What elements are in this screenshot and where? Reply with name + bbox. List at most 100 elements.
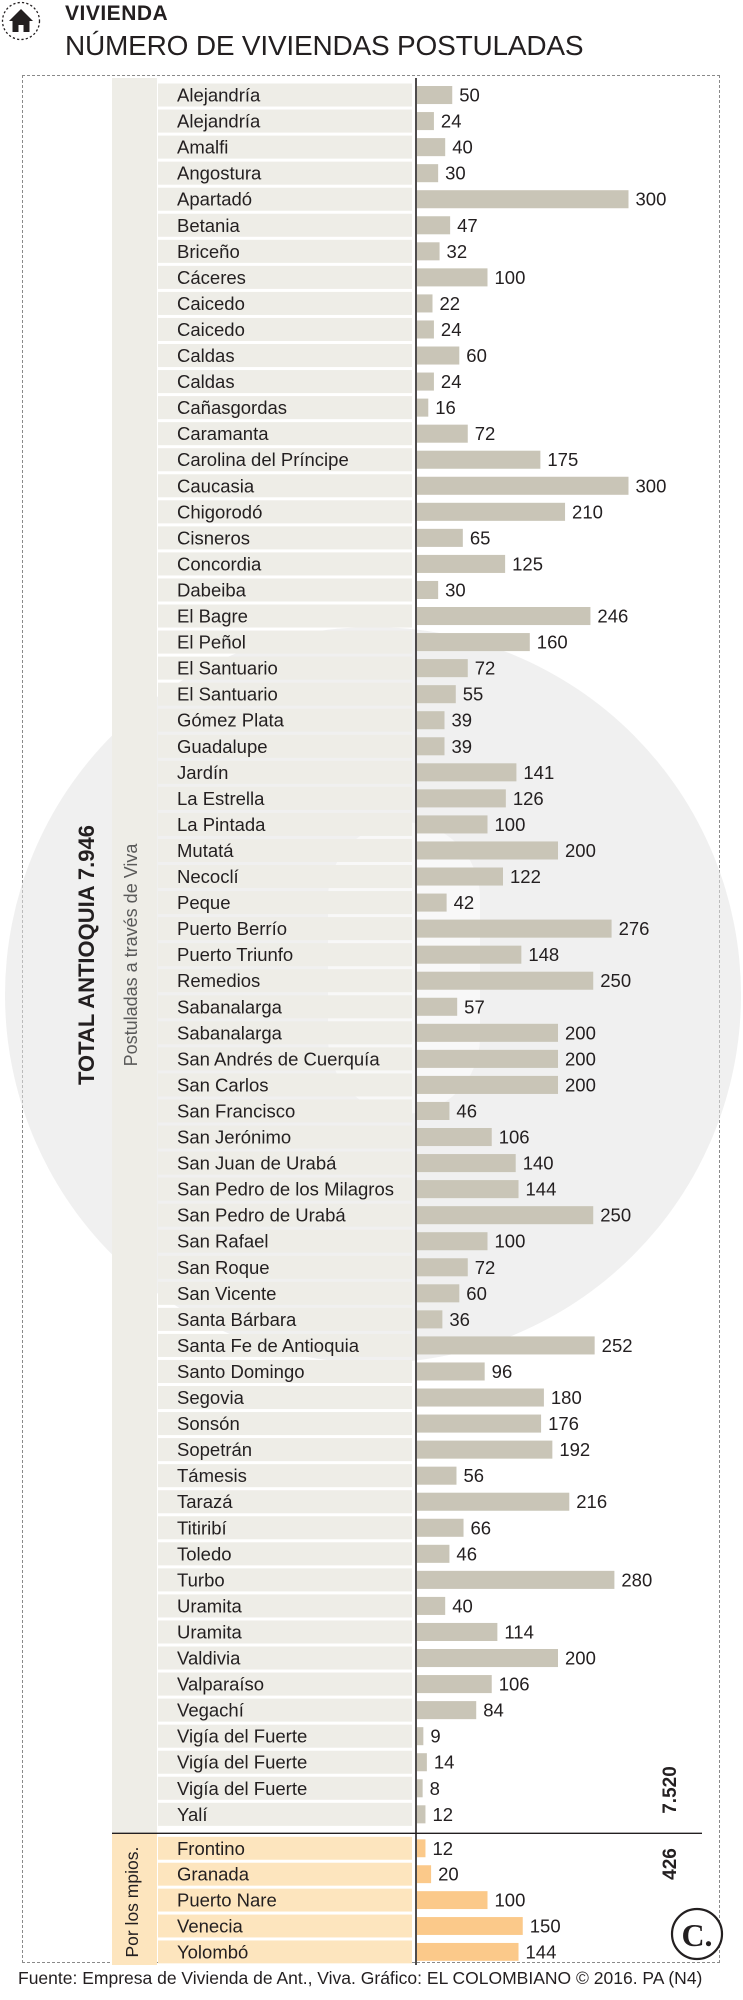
municipality-label: Peque (177, 892, 231, 913)
bar-value-label: 216 (576, 1491, 607, 1512)
bar (417, 815, 488, 834)
bar-value-label: 122 (510, 866, 541, 887)
bar (417, 1518, 464, 1537)
municipality-label: Caramanta (177, 423, 269, 444)
municipality-label: Guadalupe (177, 736, 268, 757)
bar-value-label: 144 (526, 1179, 557, 1200)
bar (417, 242, 440, 261)
bar-value-label: 20 (438, 1864, 459, 1885)
bar-value-label: 36 (449, 1309, 470, 1330)
municipality-label: San Roque (177, 1257, 270, 1278)
bar-value-label: 210 (572, 501, 603, 522)
municipality-label: Segovia (177, 1387, 245, 1408)
bar (417, 1336, 595, 1355)
municipality-label: Puerto Berrío (177, 918, 287, 939)
bar-value-label: 176 (548, 1413, 579, 1434)
home-icon (1, 1, 41, 41)
bar (417, 268, 488, 287)
bar (417, 1570, 615, 1589)
municipality-label: Alejandría (177, 111, 261, 132)
municipality-label: Caldas (177, 345, 235, 366)
municipality-label: Santa Fe de Antioquia (177, 1335, 360, 1356)
municipality-label: La Estrella (177, 788, 265, 809)
bar-value-label: 8 (430, 1778, 440, 1799)
bar-value-label: 60 (466, 1283, 487, 1304)
bar-value-label: 200 (565, 840, 596, 861)
bar (417, 711, 445, 730)
bar-value-label: 140 (523, 1153, 554, 1174)
bar-value-label: 100 (495, 1890, 526, 1911)
bar-value-label: 30 (445, 163, 466, 184)
logo-letter: C. (681, 1917, 712, 1953)
bar-value-label: 50 (459, 85, 480, 106)
bar (417, 685, 456, 704)
bar-value-label: 160 (537, 632, 568, 653)
bar-value-label: 42 (454, 892, 475, 913)
municipality-label: Uramita (177, 1621, 242, 1642)
bar (417, 1466, 457, 1485)
bar (417, 164, 439, 183)
municipality-label: Uramita (177, 1595, 242, 1616)
bar-value-label: 9 (430, 1726, 440, 1747)
municipality-label: Briceño (177, 241, 240, 262)
municipality-label: San Pedro de los Milagros (177, 1179, 394, 1200)
bar (417, 1675, 492, 1694)
bar (417, 112, 434, 131)
bar-value-label: 246 (597, 606, 628, 627)
municipality-label: Caicedo (177, 319, 245, 340)
bar (417, 424, 468, 443)
bar (417, 294, 433, 313)
municipality-label: Valdivia (177, 1648, 241, 1669)
bar-value-label: 72 (475, 423, 496, 444)
municipality-label: Titiribí (177, 1517, 228, 1538)
municipality-label: San Carlos (177, 1074, 269, 1095)
bar-value-label: 175 (547, 449, 578, 470)
municipality-label: Vegachí (177, 1700, 245, 1721)
bar-value-label: 14 (434, 1752, 455, 1773)
bar-value-label: 148 (528, 944, 559, 965)
bar (417, 971, 594, 990)
municipality-label: Frontino (177, 1838, 245, 1859)
bar (417, 190, 629, 209)
municipality-label: Carolina del Príncipe (177, 449, 349, 470)
municipality-label: El Bagre (177, 606, 248, 627)
bar-value-label: 39 (451, 710, 472, 731)
municipality-label: Cáceres (177, 267, 246, 288)
bar-value-label: 60 (466, 345, 487, 366)
bar (417, 1101, 450, 1120)
bar-value-label: 30 (445, 579, 466, 600)
bar-value-label: 250 (600, 1205, 631, 1226)
bar-value-label: 32 (447, 241, 468, 262)
bar (417, 893, 447, 912)
bar-value-label: 106 (499, 1127, 530, 1148)
subtotal-mpios: 426 (660, 1848, 681, 1880)
bar-value-label: 106 (499, 1674, 530, 1695)
bar-value-label: 65 (470, 527, 491, 548)
municipality-label: Turbo (177, 1569, 225, 1590)
bar (417, 1284, 460, 1303)
subtotal-viva: 7.520 (660, 1766, 681, 1814)
bar-value-label: 56 (463, 1465, 484, 1486)
bar-value-label: 200 (565, 1022, 596, 1043)
bar (417, 1310, 443, 1329)
municipality-label: Sopetrán (177, 1439, 252, 1460)
bar (417, 919, 612, 938)
section-kicker: VIVIENDA (65, 2, 169, 25)
bar (417, 1414, 542, 1433)
bar-value-label: 72 (475, 658, 496, 679)
bar (417, 737, 445, 756)
bar (417, 607, 591, 626)
municipality-label: Cisneros (177, 527, 250, 548)
municipality-label: Caicedo (177, 293, 245, 314)
bar (417, 763, 517, 782)
municipality-label: Vigía del Fuerte (177, 1726, 307, 1747)
municipality-label: Vigía del Fuerte (177, 1752, 307, 1773)
municipality-label: Támesis (177, 1465, 247, 1486)
bar (417, 659, 468, 678)
municipality-label: Mutatá (177, 840, 234, 861)
bar-value-label: 12 (432, 1838, 453, 1859)
bar-value-label: 144 (526, 1941, 557, 1962)
bar (417, 450, 541, 469)
municipality-label: Sabanalarga (177, 1022, 283, 1043)
municipality-label: San Jerónimo (177, 1127, 291, 1148)
